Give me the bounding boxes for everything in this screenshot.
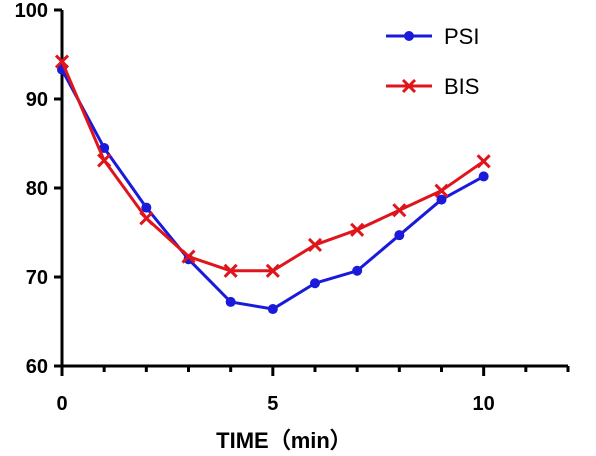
y-tick-label: 60 — [26, 356, 48, 378]
data-point-psi — [99, 142, 110, 153]
x-marker-stroke — [434, 183, 449, 198]
legend-item-psi: PSI — [386, 24, 479, 49]
legend-label-bis: BIS — [444, 74, 479, 99]
y-tick-label: 100 — [15, 0, 48, 22]
axes — [60, 10, 568, 368]
data-point-bis — [265, 263, 280, 278]
data-point-psi — [267, 304, 278, 315]
x-marker-stroke — [223, 263, 238, 278]
x-marker-stroke — [350, 222, 365, 237]
data-point-bis — [392, 203, 407, 218]
x-marker-stroke — [392, 203, 407, 218]
series-psi — [57, 64, 489, 315]
x-tick-label: 10 — [473, 393, 495, 415]
data-point-psi — [352, 265, 363, 276]
legend-label-psi: PSI — [444, 24, 479, 49]
data-point-bis — [350, 222, 365, 237]
series-bis — [54, 54, 491, 278]
data-point-bis — [476, 154, 491, 169]
x-marker-stroke — [139, 211, 154, 226]
data-point-psi — [436, 194, 447, 205]
data-point-bis — [54, 54, 70, 69]
x-tick-label: 5 — [267, 393, 278, 415]
legend: PSI BIS — [386, 24, 479, 99]
data-point-psi — [478, 171, 489, 182]
x-marker-stroke — [181, 249, 196, 264]
data-point-bis — [97, 153, 112, 168]
data-point-bis — [434, 183, 449, 198]
data-point-psi — [310, 278, 320, 289]
legend-marker-bis — [401, 78, 417, 94]
x-axis-title: TIME（min） — [216, 428, 352, 453]
data-point-psi — [394, 230, 405, 241]
data-point-bis — [223, 263, 238, 278]
x-marker-stroke — [265, 263, 280, 278]
x-marker-stroke — [97, 153, 112, 168]
ticks: 60 70 80 90 100 0 5 10 — [15, 0, 570, 415]
y-tick-label: 70 — [26, 267, 48, 289]
x-marker-stroke — [54, 54, 70, 69]
data-point-psi — [141, 202, 152, 213]
y-tick-label: 80 — [26, 178, 48, 200]
data-point-psi — [225, 296, 236, 307]
series-line-bis — [60, 61, 485, 273]
x-tick-label: 0 — [56, 393, 67, 415]
x-marker-stroke — [476, 154, 491, 169]
data-point-bis — [139, 211, 154, 226]
legend-item-bis: BIS — [386, 74, 479, 99]
x-marker-stroke — [307, 237, 323, 253]
legend-marker-psi — [404, 31, 414, 41]
data-point-bis — [307, 237, 323, 253]
data-point-bis — [181, 249, 196, 264]
series-group — [54, 54, 491, 315]
x-marker-stroke — [401, 78, 417, 94]
y-tick-label: 90 — [26, 89, 48, 111]
